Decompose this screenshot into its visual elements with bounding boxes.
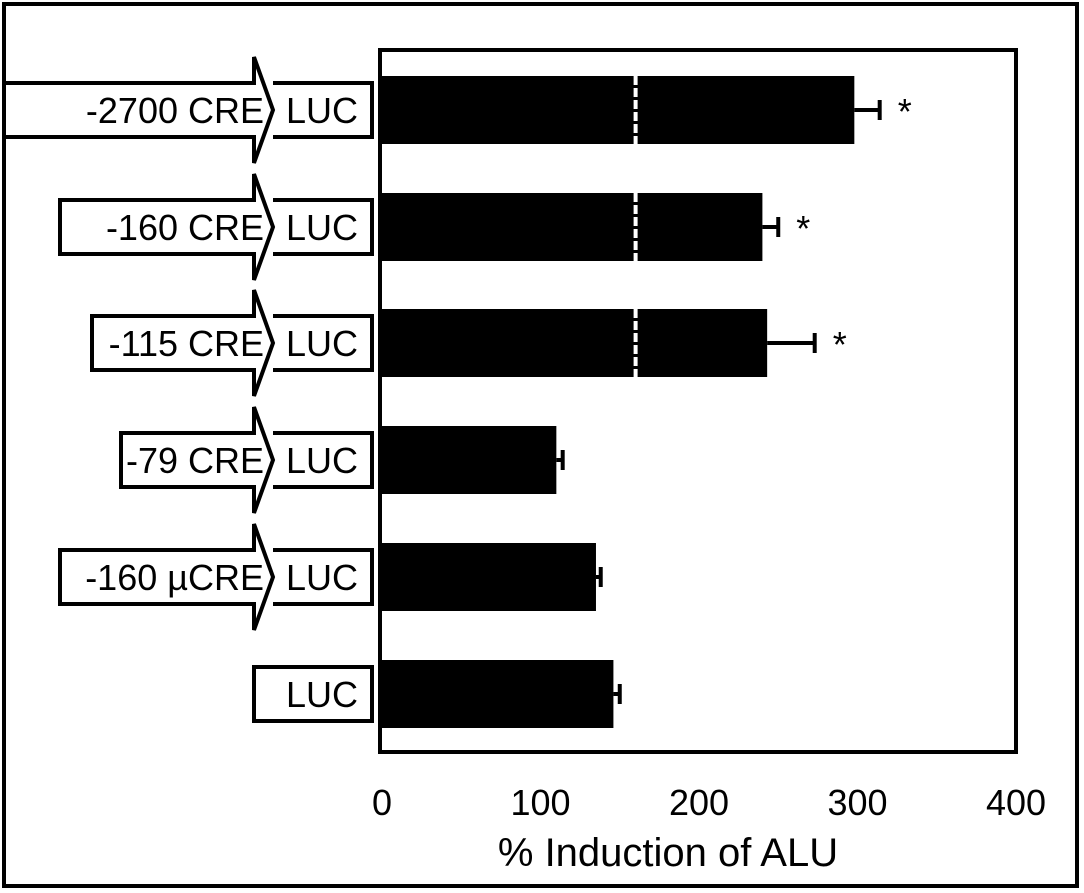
bars: * * * (382, 76, 912, 728)
promoter-arrow-0 (2, 56, 276, 164)
x-tick-label-0: 0 (372, 782, 392, 823)
promoter-arrow-1 (58, 173, 276, 281)
reporter-box-3 (273, 431, 374, 489)
construct-label-2: -115 CRE (109, 323, 264, 364)
reporter-box-1 (273, 198, 374, 256)
bar-1 (382, 193, 763, 261)
significance-marker-0: * (898, 91, 912, 132)
bar-0 (382, 76, 855, 144)
reporter-box-0 (273, 81, 374, 139)
x-tick-label-4: 400 (986, 782, 1046, 823)
significance-marker-1: * (796, 208, 810, 249)
construct-label-3: -79 CRE (126, 440, 264, 481)
reporter-label-1: LUC (286, 207, 358, 248)
reporter-label-4: LUC (286, 557, 358, 598)
bar-2 (382, 309, 768, 377)
promoter-arrow-2 (90, 289, 276, 397)
x-axis-ticks: 0 100 200 300 400 (372, 782, 1046, 823)
bar-5 (382, 660, 614, 728)
construct-label-0: -2700 CRE (86, 90, 264, 131)
construct-label-4: -160 µCRE (85, 557, 264, 598)
reporter-box-2 (273, 314, 374, 372)
reporter-label-5: LUC (286, 674, 358, 715)
x-tick-label-2: 200 (669, 782, 729, 823)
x-axis-label: % Induction of ALU (498, 831, 838, 875)
promoter-arrow-4 (58, 523, 276, 631)
bar-3 (382, 426, 557, 494)
plot-area (378, 48, 1018, 754)
construct-label-1: -160 CRE (106, 207, 264, 248)
significance-marker-2: * (833, 324, 847, 365)
reporter-label-3: LUC (286, 440, 358, 481)
x-tick-label-3: 300 (827, 782, 887, 823)
construct-diagrams: -2700 CRE LUC -160 CRE LUC -115 CRE LUC -79 CR… (2, 56, 374, 723)
reporter-label-0: LUC (286, 90, 358, 131)
x-tick-label-1: 100 (510, 782, 570, 823)
reporter-box-4 (273, 548, 374, 606)
promoter-arrow-3 (119, 406, 276, 514)
bar-4 (382, 543, 596, 611)
reporter-box-5 (252, 665, 374, 723)
reporter-label-2: LUC (286, 323, 358, 364)
